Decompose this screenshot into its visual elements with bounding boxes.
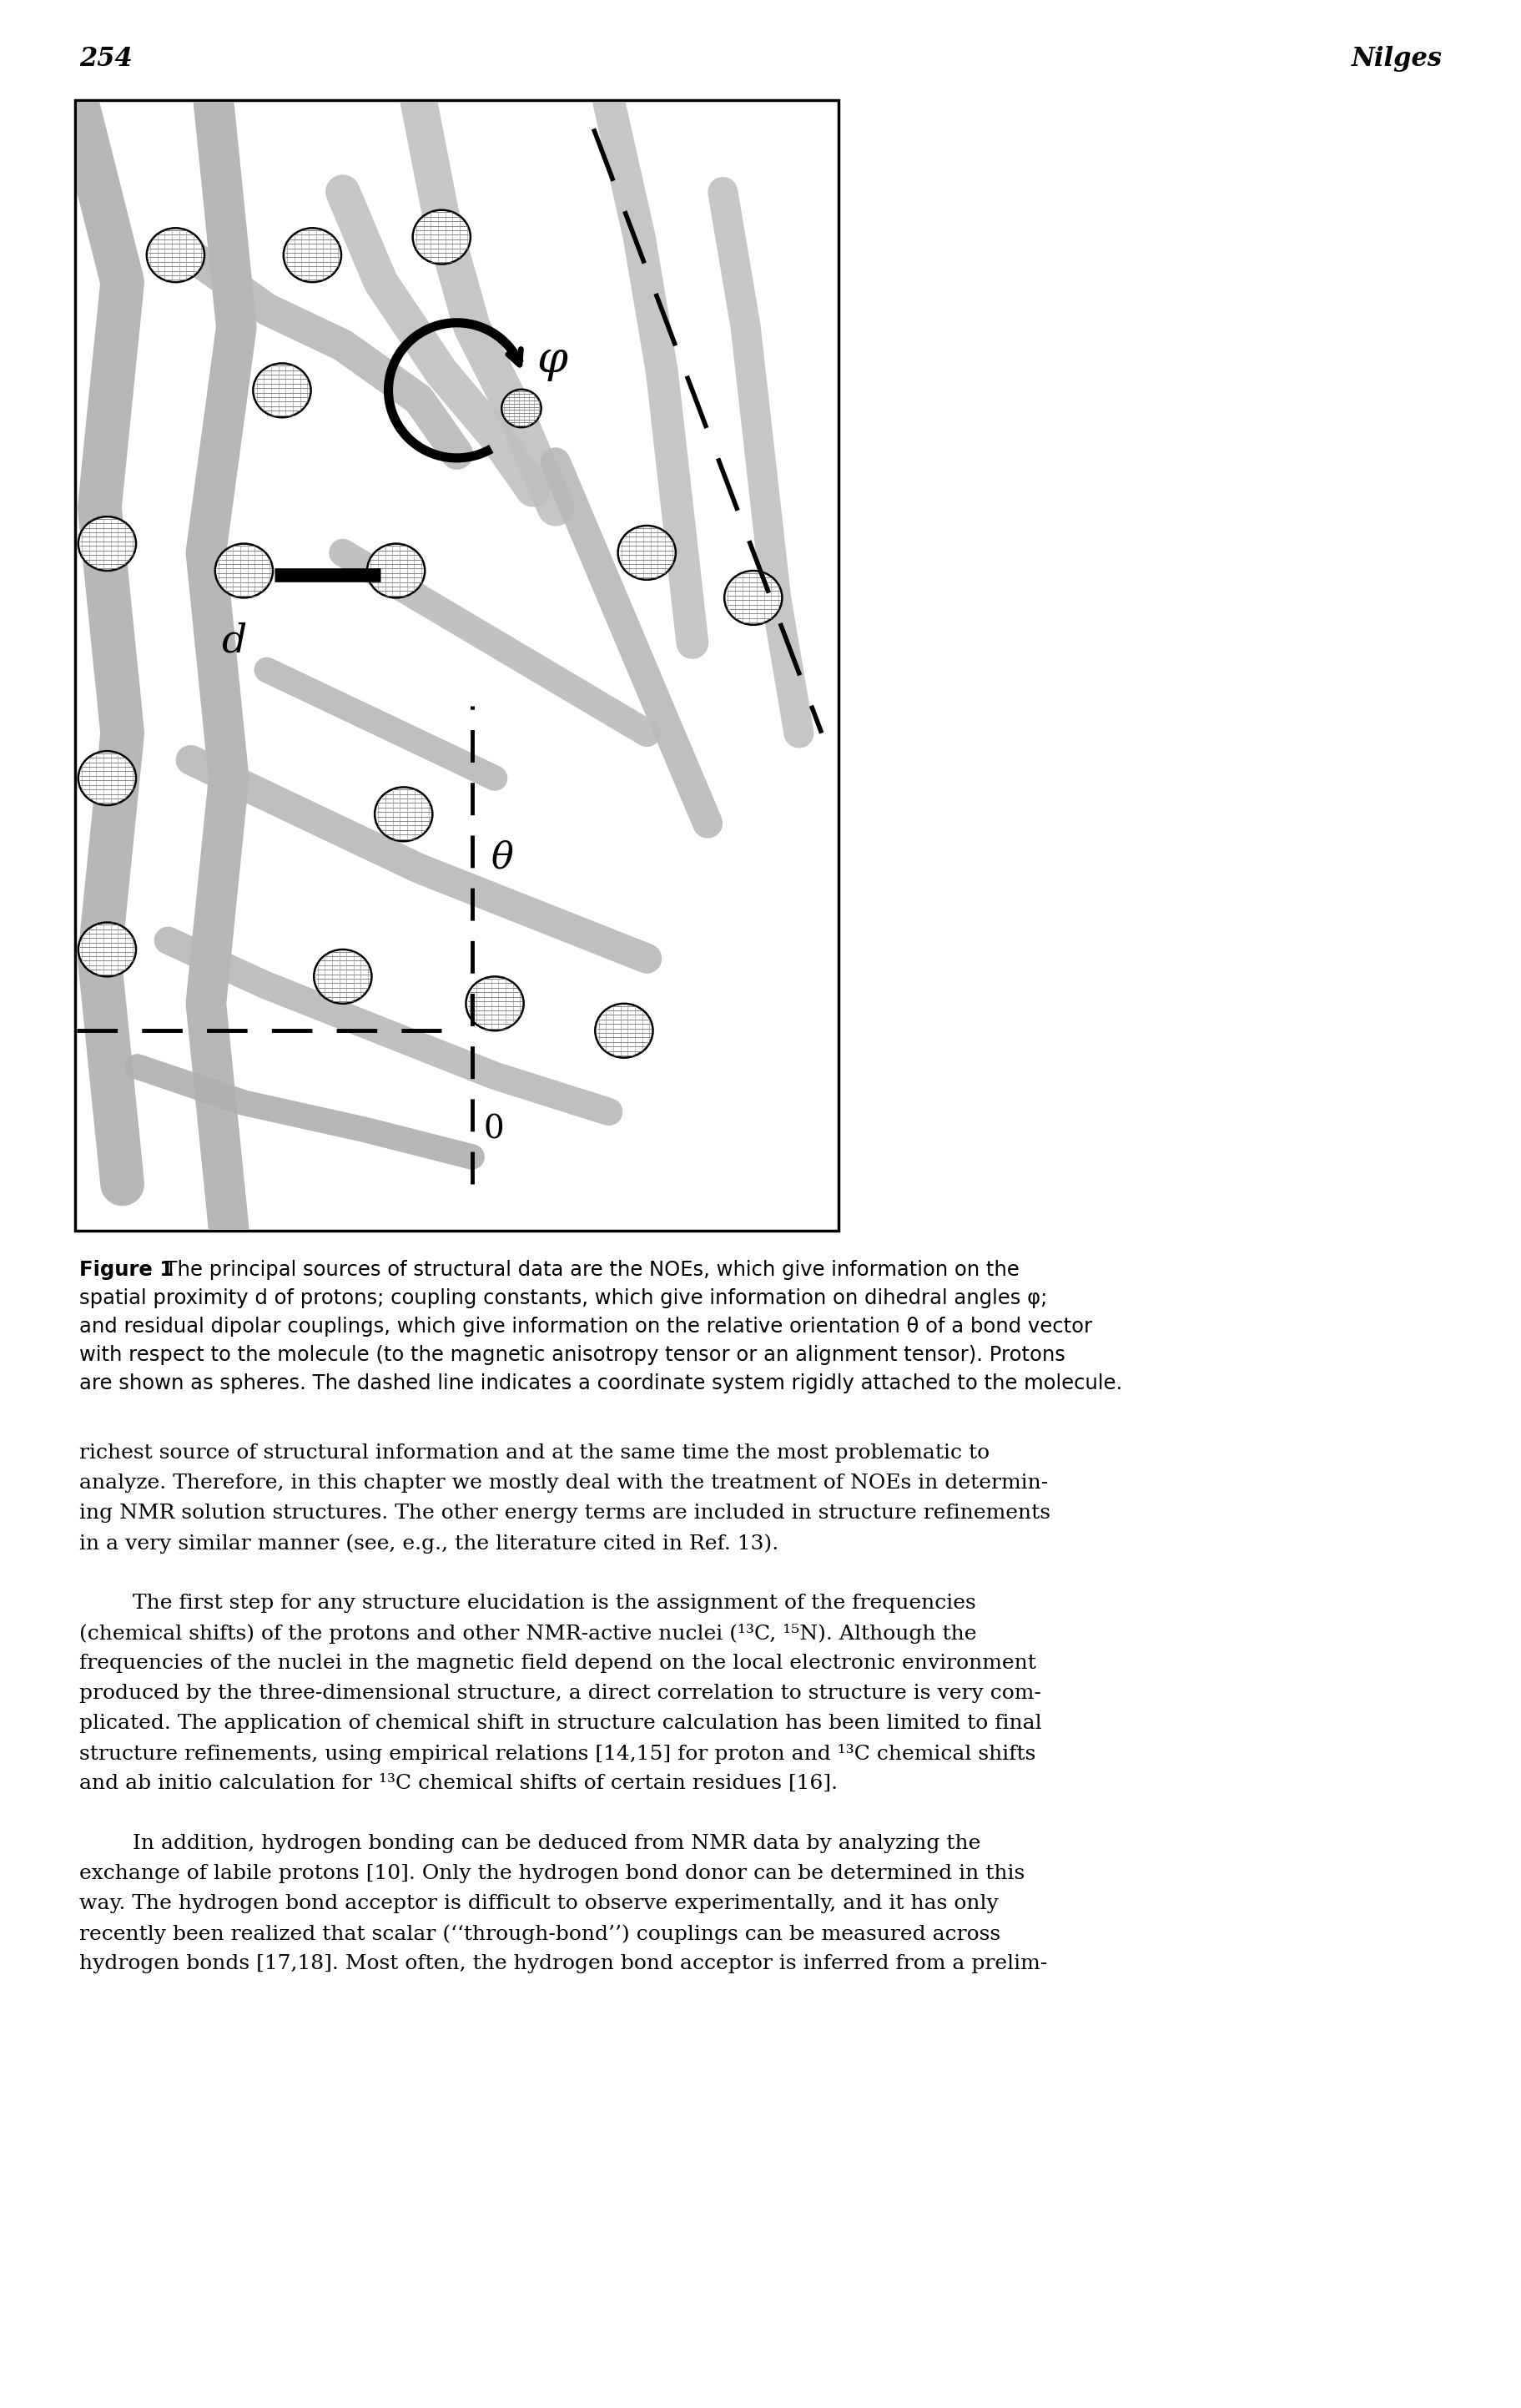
Text: structure refinements, using empirical relations [14,15] for proton and ¹³C chem: structure refinements, using empirical r… (79, 1743, 1036, 1765)
Text: θ: θ (491, 840, 513, 877)
Text: φ: φ (537, 340, 567, 380)
Ellipse shape (252, 364, 310, 417)
Ellipse shape (78, 751, 135, 804)
Ellipse shape (618, 525, 675, 580)
Text: frequencies of the nuclei in the magnetic field depend on the local electronic e: frequencies of the nuclei in the magneti… (79, 1654, 1036, 1674)
Text: The principal sources of structural data are the NOEs, which give information on: The principal sources of structural data… (152, 1259, 1019, 1281)
Ellipse shape (412, 209, 470, 265)
Text: and residual dipolar couplings, which give information on the relative orientati: and residual dipolar couplings, which gi… (79, 1317, 1092, 1336)
Text: Nilges: Nilges (1351, 46, 1442, 72)
Text: analyze. Therefore, in this chapter we mostly deal with the treatment of NOEs in: analyze. Therefore, in this chapter we m… (79, 1474, 1048, 1493)
Text: plicated. The application of chemical shift in structure calculation has been li: plicated. The application of chemical sh… (79, 1714, 1042, 1734)
Ellipse shape (78, 922, 135, 978)
Ellipse shape (367, 544, 424, 597)
Text: are shown as spheres. The dashed line indicates a coordinate system rigidly atta: are shown as spheres. The dashed line in… (79, 1373, 1122, 1394)
Ellipse shape (313, 949, 371, 1004)
Ellipse shape (146, 229, 204, 282)
Ellipse shape (465, 978, 523, 1031)
Text: with respect to the molecule (to the magnetic anisotropy tensor or an alignment : with respect to the molecule (to the mag… (79, 1346, 1065, 1365)
Ellipse shape (595, 1004, 653, 1057)
Text: In addition, hydrogen bonding can be deduced from NMR data by analyzing the: In addition, hydrogen bonding can be ded… (79, 1835, 980, 1854)
Text: way. The hydrogen bond acceptor is difficult to observe experimentally, and it h: way. The hydrogen bond acceptor is diffi… (79, 1895, 998, 1914)
Text: and ab initio calculation for ¹³C chemical shifts of certain residues [16].: and ab initio calculation for ¹³C chemic… (79, 1775, 838, 1794)
Text: exchange of labile protons [10]. Only the hydrogen bond donor can be determined : exchange of labile protons [10]. Only th… (79, 1864, 1024, 1883)
Text: recently been realized that scalar (‘‘through-bond’’) couplings can be measured : recently been realized that scalar (‘‘th… (79, 1924, 999, 1943)
Text: (chemical shifts) of the protons and other NMR-active nuclei (¹³C, ¹⁵N). Althoug: (chemical shifts) of the protons and oth… (79, 1623, 976, 1645)
Text: produced by the three-dimensional structure, a direct correlation to structure i: produced by the three-dimensional struct… (79, 1683, 1040, 1702)
Ellipse shape (724, 571, 782, 624)
Ellipse shape (283, 229, 341, 282)
Text: hydrogen bonds [17,18]. Most often, the hydrogen bond acceptor is inferred from : hydrogen bonds [17,18]. Most often, the … (79, 1955, 1046, 1972)
Text: 254: 254 (79, 46, 132, 72)
Ellipse shape (374, 787, 432, 840)
Text: spatial proximity d of protons; coupling constants, which give information on di: spatial proximity d of protons; coupling… (79, 1288, 1046, 1308)
Text: richest source of structural information and at the same time the most problemat: richest source of structural information… (79, 1442, 989, 1462)
Text: d: d (221, 621, 246, 660)
Ellipse shape (214, 544, 272, 597)
Ellipse shape (502, 390, 541, 426)
Text: 0: 0 (484, 1115, 503, 1146)
Bar (75, 101, 838, 1230)
Ellipse shape (78, 518, 135, 571)
Text: The first step for any structure elucidation is the assignment of the frequencie: The first step for any structure elucida… (79, 1594, 975, 1613)
Text: ing NMR solution structures. The other energy terms are included in structure re: ing NMR solution structures. The other e… (79, 1503, 1049, 1522)
Text: Figure 1: Figure 1 (79, 1259, 173, 1281)
Text: in a very similar manner (see, e.g., the literature cited in Ref. 13).: in a very similar manner (see, e.g., the… (79, 1534, 779, 1553)
